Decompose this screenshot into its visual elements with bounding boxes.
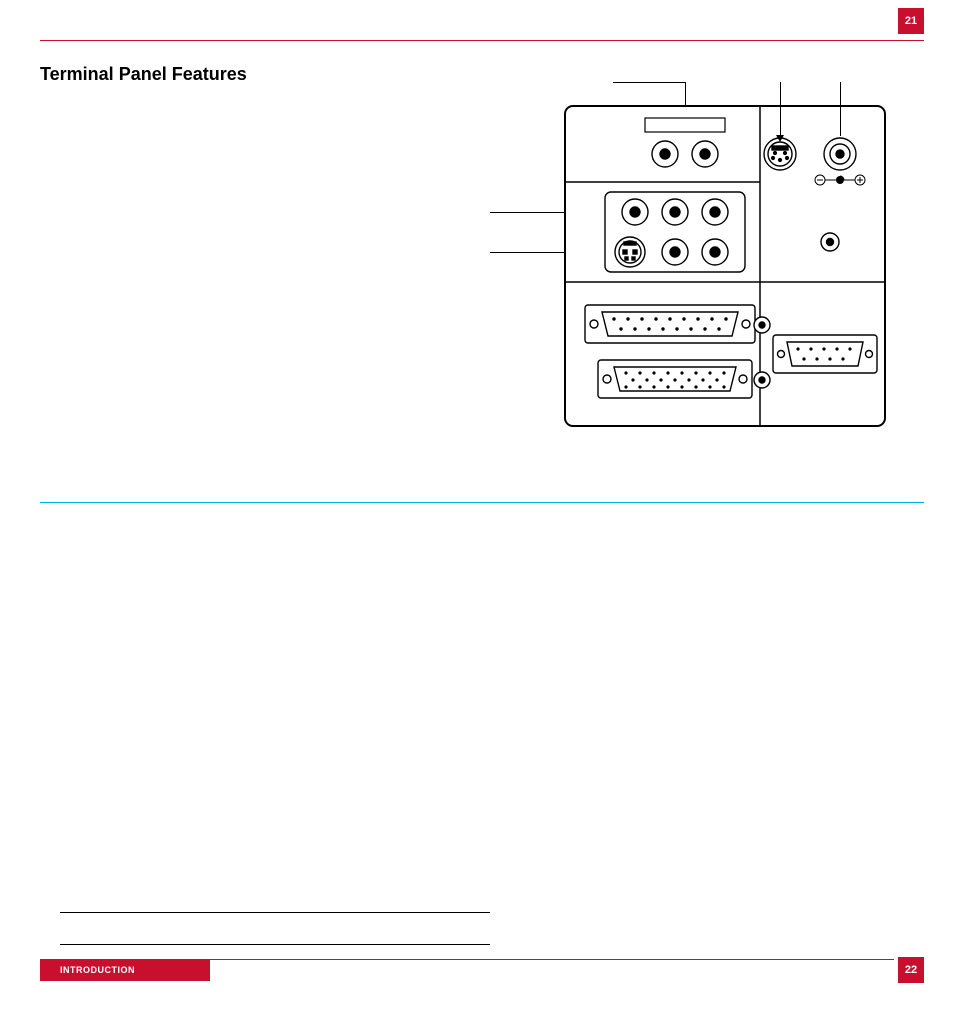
leader-top-v3 bbox=[840, 82, 841, 136]
terminal-panel-diagram bbox=[490, 82, 910, 447]
leader-left-h1 bbox=[490, 212, 565, 213]
leader-arrow-icon bbox=[776, 135, 784, 142]
body-rule-2 bbox=[60, 944, 490, 945]
leader-top-v2 bbox=[780, 82, 781, 136]
cyan-divider-rule bbox=[40, 502, 924, 503]
footer-section-label: INTRODUCTION bbox=[40, 959, 210, 981]
page-number-bottom-text: 22 bbox=[905, 964, 917, 976]
top-red-rule bbox=[40, 40, 924, 41]
footer: INTRODUCTION 22 bbox=[40, 959, 924, 981]
footer-red-rule bbox=[210, 959, 894, 960]
footer-label-text: INTRODUCTION bbox=[60, 965, 135, 975]
page-number-top-text: 21 bbox=[905, 15, 917, 27]
body-rule-1 bbox=[60, 912, 490, 913]
page-heading: Terminal Panel Features bbox=[40, 64, 247, 85]
leader-top-v1 bbox=[685, 82, 686, 106]
leader-top-horizontal bbox=[613, 82, 685, 83]
page-number-top: 21 bbox=[898, 8, 924, 34]
panel-svg bbox=[490, 82, 910, 442]
leader-left-h2 bbox=[490, 252, 565, 253]
page-number-bottom: 22 bbox=[898, 957, 924, 983]
